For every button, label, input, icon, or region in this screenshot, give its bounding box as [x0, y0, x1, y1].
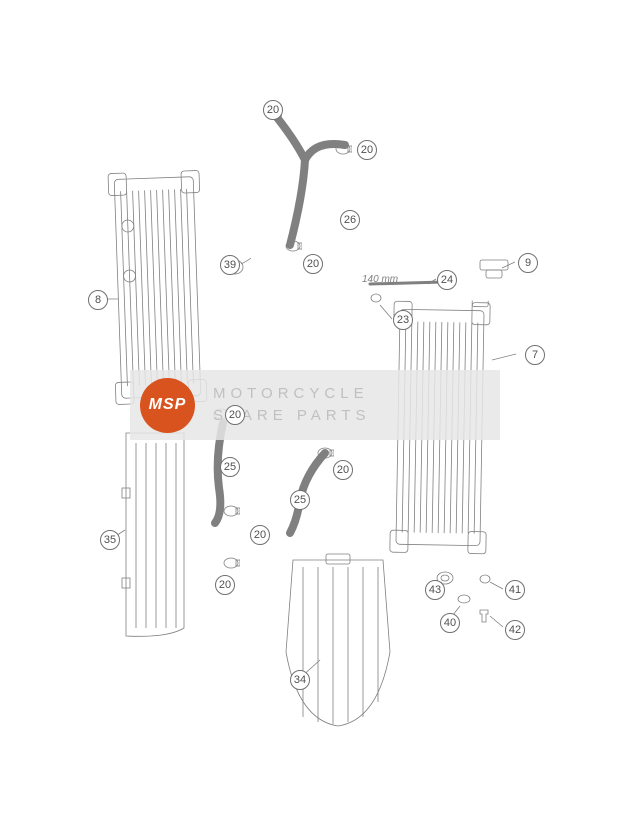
- callout-20: 20: [357, 140, 377, 160]
- callout-number: 20: [215, 575, 235, 595]
- callout-number: 35: [100, 530, 120, 550]
- callout-43: 43: [425, 580, 445, 600]
- callout-41: 41: [505, 580, 525, 600]
- callout-number: 25: [290, 490, 310, 510]
- watermark-logo-text: MSP: [149, 396, 187, 414]
- callout-number: 34: [290, 670, 310, 690]
- watermark: MSP MOTORCYCLE SPARE PARTS: [130, 370, 500, 440]
- callout-25: 25: [290, 490, 310, 510]
- callout-number: 24: [437, 270, 457, 290]
- callout-20: 20: [250, 525, 270, 545]
- watermark-logo: MSP: [140, 378, 195, 433]
- callout-7: 7: [525, 345, 545, 365]
- callout-number: 8: [88, 290, 108, 310]
- callout-number: 20: [333, 460, 353, 480]
- callout-number: 43: [425, 580, 445, 600]
- callout-8: 8: [88, 290, 108, 310]
- callout-42: 42: [505, 620, 525, 640]
- callout-20: 20: [225, 405, 245, 425]
- callout-26: 26: [340, 210, 360, 230]
- callout-number: 7: [525, 345, 545, 365]
- callout-40: 40: [440, 613, 460, 633]
- dimension-note: 140 mm: [362, 274, 398, 285]
- callout-39: 39: [220, 255, 240, 275]
- callout-number: 20: [303, 254, 323, 274]
- callout-20: 20: [333, 460, 353, 480]
- callout-number: 39: [220, 255, 240, 275]
- callout-20: 20: [303, 254, 323, 274]
- callout-number: 41: [505, 580, 525, 600]
- callout-number: 42: [505, 620, 525, 640]
- callout-20: 20: [215, 575, 235, 595]
- callout-number: 23: [393, 310, 413, 330]
- callout-23: 23: [393, 310, 413, 330]
- callout-number: 20: [250, 525, 270, 545]
- diagram-canvas: MSP MOTORCYCLE SPARE PARTS 140 mm 20 20 26…: [0, 0, 633, 837]
- callout-35: 35: [100, 530, 120, 550]
- callout-number: 20: [357, 140, 377, 160]
- watermark-line1: MOTORCYCLE: [213, 383, 371, 406]
- callout-number: 20: [225, 405, 245, 425]
- callout-9: 9: [518, 253, 538, 273]
- callout-34: 34: [290, 670, 310, 690]
- callout-24: 24: [437, 270, 457, 290]
- callout-number: 40: [440, 613, 460, 633]
- callout-20: 20: [263, 100, 283, 120]
- callout-number: 26: [340, 210, 360, 230]
- callout-25: 25: [220, 457, 240, 477]
- callout-number: 25: [220, 457, 240, 477]
- callout-number: 9: [518, 253, 538, 273]
- callout-number: 20: [263, 100, 283, 120]
